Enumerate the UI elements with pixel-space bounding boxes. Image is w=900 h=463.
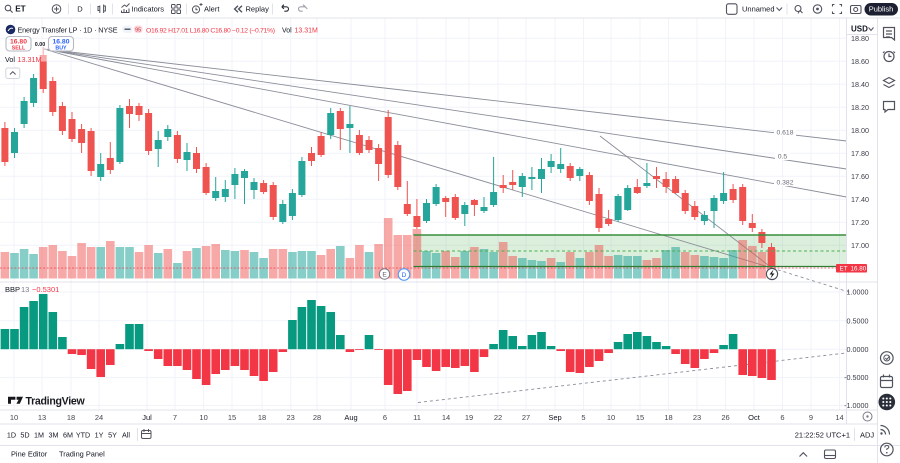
svg-text:17.20: 17.20 xyxy=(851,218,869,227)
svg-text:0.5: 0.5 xyxy=(778,154,788,161)
svg-text:Jul: Jul xyxy=(142,413,152,422)
svg-text:1M: 1M xyxy=(34,431,44,440)
svg-text:D: D xyxy=(77,5,83,14)
svg-text:E: E xyxy=(382,272,387,279)
svg-text:18: 18 xyxy=(664,413,672,422)
svg-text:ADJ: ADJ xyxy=(860,431,874,440)
svg-text:23: 23 xyxy=(287,413,295,422)
svg-text:18.60: 18.60 xyxy=(851,57,869,66)
svg-text:Indicators: Indicators xyxy=(132,5,165,14)
svg-text:15: 15 xyxy=(228,413,236,422)
svg-text:TradingView: TradingView xyxy=(26,395,86,407)
svg-text:Trading Panel: Trading Panel xyxy=(59,450,105,459)
svg-text:6: 6 xyxy=(383,413,387,422)
svg-text:0.5000: 0.5000 xyxy=(847,316,869,325)
svg-text:5Y: 5Y xyxy=(108,431,117,440)
svg-text:13: 13 xyxy=(21,285,29,294)
svg-text:1D: 1D xyxy=(7,431,16,440)
svg-text:17.60: 17.60 xyxy=(851,172,869,181)
svg-text:3M: 3M xyxy=(49,431,59,440)
svg-text:0.00: 0.00 xyxy=(35,42,46,48)
svg-text:5D: 5D xyxy=(20,431,29,440)
svg-text:Oct: Oct xyxy=(748,413,761,422)
svg-text:18.20: 18.20 xyxy=(851,103,869,112)
svg-text:26: 26 xyxy=(721,413,729,422)
svg-text:Alert: Alert xyxy=(204,5,220,14)
svg-text:Pine Editor: Pine Editor xyxy=(11,450,48,459)
svg-text:21:22:52 UTC+1: 21:22:52 UTC+1 xyxy=(795,431,850,440)
svg-text:28: 28 xyxy=(313,413,321,422)
svg-text:Vol: Vol xyxy=(282,27,292,34)
svg-text:BUY: BUY xyxy=(55,46,67,52)
svg-text:5: 5 xyxy=(581,413,585,422)
svg-text:13.31M: 13.31M xyxy=(18,55,42,64)
svg-text:17.00: 17.00 xyxy=(851,241,869,250)
svg-text:27: 27 xyxy=(522,413,530,422)
svg-text:1Y: 1Y xyxy=(95,431,104,440)
svg-text:Sep: Sep xyxy=(548,413,561,422)
svg-text:10: 10 xyxy=(607,413,615,422)
svg-text:Publish: Publish xyxy=(869,5,894,14)
svg-text:1.0000: 1.0000 xyxy=(847,288,869,297)
svg-text:Vol: Vol xyxy=(5,55,15,64)
svg-text:18: 18 xyxy=(258,413,266,422)
svg-text:ET: ET xyxy=(840,266,848,273)
svg-text:YTD: YTD xyxy=(76,431,90,440)
svg-text:18.00: 18.00 xyxy=(851,126,869,135)
svg-text:13.31M: 13.31M xyxy=(295,27,319,34)
svg-text:14: 14 xyxy=(442,413,450,422)
svg-text:16.80: 16.80 xyxy=(10,38,27,45)
svg-text:0.382: 0.382 xyxy=(776,180,793,187)
svg-text:95: 95 xyxy=(135,27,141,33)
svg-text:16.80: 16.80 xyxy=(851,266,867,273)
svg-text:24: 24 xyxy=(95,413,103,422)
svg-text:11: 11 xyxy=(413,413,421,422)
svg-text:10: 10 xyxy=(10,413,18,422)
svg-text:SELL: SELL xyxy=(12,46,26,52)
svg-text:17.40: 17.40 xyxy=(851,195,869,204)
svg-text:D: D xyxy=(402,272,407,279)
svg-text:16.80: 16.80 xyxy=(52,38,69,45)
svg-text:7: 7 xyxy=(173,413,177,422)
svg-text:15: 15 xyxy=(636,413,644,422)
svg-text:13: 13 xyxy=(38,413,46,422)
svg-text:BBP: BBP xyxy=(5,285,20,294)
svg-text:0.618: 0.618 xyxy=(776,130,793,137)
svg-text:19: 19 xyxy=(465,413,473,422)
svg-text:17.80: 17.80 xyxy=(851,149,869,158)
svg-text:23: 23 xyxy=(693,413,701,422)
svg-text:USD: USD xyxy=(851,25,868,34)
svg-text:22: 22 xyxy=(494,413,502,422)
svg-text:10: 10 xyxy=(199,413,207,422)
svg-text:Unnamed: Unnamed xyxy=(742,5,775,14)
svg-text:-0.5000: -0.5000 xyxy=(844,373,868,382)
svg-text:0.0000: 0.0000 xyxy=(847,345,869,354)
svg-text:18.40: 18.40 xyxy=(851,80,869,89)
svg-text:Aug: Aug xyxy=(344,413,357,422)
svg-text:Replay: Replay xyxy=(246,5,270,14)
svg-text:ET: ET xyxy=(15,5,25,14)
svg-text:18.80: 18.80 xyxy=(851,34,869,43)
svg-text:−0.5301: −0.5301 xyxy=(32,285,59,294)
svg-text:-1.0000: -1.0000 xyxy=(844,401,868,410)
svg-text:18: 18 xyxy=(67,413,75,422)
svg-text:9: 9 xyxy=(809,413,813,422)
svg-text:All: All xyxy=(122,431,130,440)
svg-text:14: 14 xyxy=(835,413,843,422)
svg-text:6M: 6M xyxy=(63,431,73,440)
svg-text:6: 6 xyxy=(780,413,784,422)
svg-text:Energy Transfer LP · 1D · NYSE: Energy Transfer LP · 1D · NYSE xyxy=(18,25,118,34)
svg-text:O16.92 H17.01 L16.80 C16.80 −0: O16.92 H17.01 L16.80 C16.80 −0.12 (−0.71… xyxy=(146,27,275,34)
